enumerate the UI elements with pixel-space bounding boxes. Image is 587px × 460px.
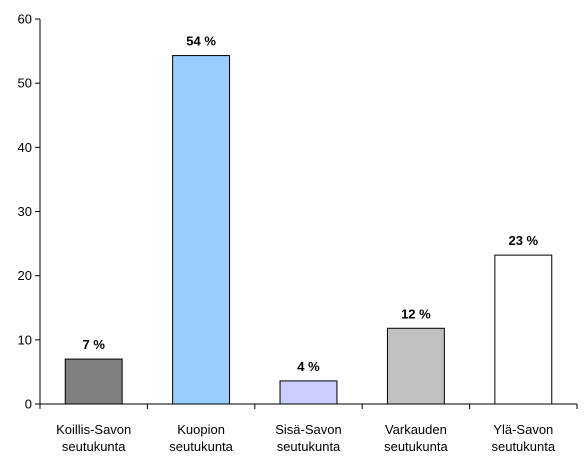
x-category-label-line: seutukunta [62, 439, 126, 454]
x-category-label-line: Kuopion [177, 422, 225, 437]
bar [386, 327, 445, 405]
y-tick-label: 0 [25, 397, 32, 412]
x-category-label-line: seutukunta [277, 439, 341, 454]
data-label: 12 % [401, 306, 431, 321]
data-label: 54 % [186, 34, 216, 49]
data-label: 23 % [508, 233, 538, 248]
bar [279, 380, 338, 405]
x-category-label: Varkauden seutukunta [384, 422, 448, 454]
axes: 0 10 20 30 40 50 60 [18, 12, 578, 412]
x-category-label: Sisä-Savon seutukunta [275, 422, 341, 454]
y-tick-label: 30 [18, 204, 32, 219]
data-label: 7 % [82, 337, 105, 352]
x-category-label: Kuopion seutukunta [169, 422, 233, 454]
x-category-label-line: Sisä-Savon [275, 422, 341, 437]
y-tick-label: 60 [18, 12, 32, 27]
bar [494, 254, 553, 405]
y-tick-label: 20 [18, 268, 32, 283]
bars [64, 55, 553, 405]
x-category-label-line: seutukunta [169, 439, 233, 454]
x-category-label: Ylä-Savon seutukunta [491, 422, 555, 454]
labels: 7 % Koillis-Savon seutukunta 54 % Kuopion seu… [56, 34, 556, 454]
data-label: 4 % [297, 359, 320, 374]
x-category-label-line: seutukunta [384, 439, 448, 454]
x-category-label-line: Varkauden [385, 422, 447, 437]
bar [64, 358, 123, 405]
x-category-label-line: seutukunta [491, 439, 555, 454]
y-tick-label: 50 [18, 76, 32, 91]
y-tick-label: 10 [18, 332, 32, 347]
x-category-label-line: Koillis-Savon [56, 422, 131, 437]
bar [172, 55, 231, 405]
x-category-label: Koillis-Savon seutukunta [56, 422, 131, 454]
y-tick-label: 40 [18, 140, 32, 155]
x-category-label-line: Ylä-Savon [493, 422, 553, 437]
